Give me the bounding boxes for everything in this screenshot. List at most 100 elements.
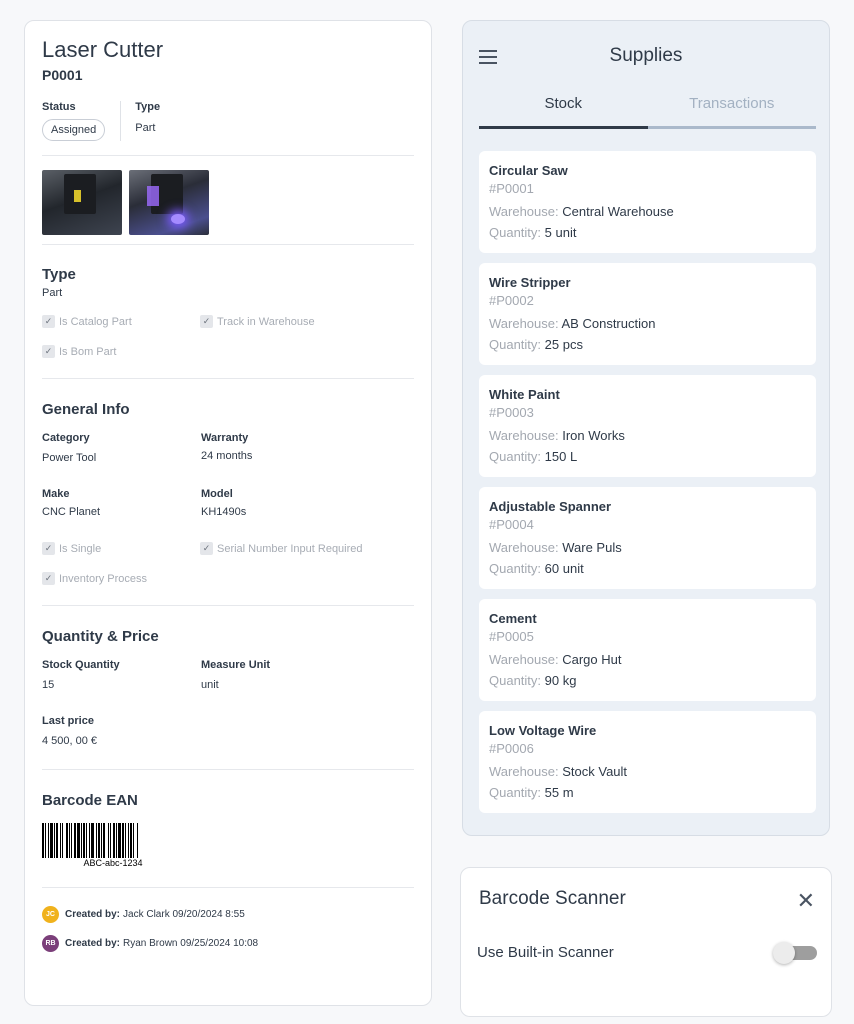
dialog-title: Barcode Scanner: [479, 888, 626, 909]
item-warehouse: Cargo Hut: [562, 652, 622, 667]
check-icon: ✓: [200, 315, 213, 328]
barcode-bar: [91, 823, 94, 858]
barcode-bar: [113, 823, 115, 858]
avatar: RB: [42, 935, 59, 952]
item-warehouse: Ware Puls: [562, 540, 622, 555]
check-icon: ✓: [42, 542, 55, 555]
barcode-bar: [66, 823, 68, 858]
barcode-bar: [137, 823, 138, 858]
barcode-bar: [63, 823, 66, 858]
barcode-bar: [60, 823, 61, 858]
field-value: CNC Planet: [42, 506, 101, 518]
barcode-bar: [81, 823, 82, 858]
checkbox-is-catalog-part[interactable]: ✓ Is Catalog Part: [42, 315, 200, 328]
item-warehouse: AB Construction: [561, 316, 656, 331]
built-in-scanner-toggle[interactable]: [773, 942, 817, 964]
barcode-bar: [86, 823, 87, 858]
barcode-bar: [82, 823, 83, 858]
type-label: Type: [135, 101, 161, 113]
barcode-bar: [110, 823, 111, 858]
field-label: Make: [42, 488, 70, 500]
part-image-thumbnail[interactable]: [42, 170, 122, 235]
part-image-thumbnail[interactable]: [129, 170, 209, 235]
scanner-option-label: Use Built-in Scanner: [477, 944, 614, 961]
barcode-bar: [85, 823, 86, 858]
check-icon: ✓: [42, 315, 55, 328]
barcode-bar: [89, 823, 90, 858]
checkbox-track-in-warehouse[interactable]: ✓ Track in Warehouse: [200, 315, 358, 328]
barcode-bar: [132, 823, 133, 858]
stock-item[interactable]: White Paint #P0003 Warehouse: Iron Works…: [479, 375, 816, 477]
close-icon[interactable]: ✕: [796, 888, 815, 913]
barcode-bar: [128, 823, 129, 858]
barcode-bar: [62, 823, 63, 858]
item-quantity: 150 L: [544, 449, 578, 464]
barcode-bar: [83, 823, 85, 858]
barcode-bar: [87, 823, 89, 858]
check-icon: ✓: [42, 572, 55, 585]
barcode-bar: [55, 823, 56, 858]
item-quantity: 5 unit: [544, 225, 577, 240]
barcode-bar: [45, 823, 46, 858]
field-value: 4 500, 00 €: [42, 735, 98, 747]
checkbox-serial-number-required[interactable]: ✓ Serial Number Input Required: [200, 542, 400, 555]
barcode-bar: [48, 823, 49, 858]
tab-stock[interactable]: Stock: [479, 95, 648, 129]
checkbox-is-bom-part[interactable]: ✓ Is Bom Part: [42, 345, 200, 358]
item-warehouse: Stock Vault: [562, 764, 628, 779]
tab-transactions[interactable]: Transactions: [647, 95, 816, 129]
barcode-bar: [125, 823, 126, 858]
item-code: #P0004: [489, 517, 534, 532]
barcode-bar: [122, 823, 124, 858]
checkbox-is-single[interactable]: ✓ Is Single: [42, 542, 200, 555]
stock-item[interactable]: Low Voltage Wire #P0006 Warehouse: Stock…: [479, 711, 816, 813]
item-warehouse: Central Warehouse: [562, 204, 674, 219]
stock-item[interactable]: Wire Stripper #P0002 Warehouse: AB Const…: [479, 263, 816, 365]
barcode-bar: [96, 823, 97, 858]
barcode-bar: [76, 823, 77, 858]
check-icon: ✓: [42, 345, 55, 358]
barcode-bar: [68, 823, 69, 858]
field-label: Measure Unit: [201, 659, 271, 671]
stock-item[interactable]: Adjustable Spanner #P0004 Warehouse: War…: [479, 487, 816, 589]
field-value: 24 months: [201, 450, 253, 462]
panel-title: Supplies: [609, 45, 683, 66]
barcode-bar: [126, 823, 128, 858]
item-quantity: 55 m: [544, 785, 574, 800]
barcode-bar: [80, 823, 81, 858]
barcode-bar: [102, 823, 103, 858]
warehouse-label: Warehouse:: [489, 540, 559, 555]
barcode-bar: [72, 823, 74, 858]
item-code: #P0005: [489, 629, 534, 644]
type-value: Part: [135, 122, 156, 134]
field-label: Model: [201, 488, 233, 500]
barcode-bar: [105, 823, 108, 858]
quantity-label: Quantity:: [489, 337, 542, 352]
barcode-bar: [134, 823, 137, 858]
quantity-label: Quantity:: [489, 785, 542, 800]
warehouse-label: Warehouse:: [489, 204, 559, 219]
stock-item[interactable]: Cement #P0005 Warehouse: Cargo Hut Quant…: [479, 599, 816, 701]
part-detail-card: Laser Cutter P0001 Status Assigned Type …: [24, 20, 432, 1006]
field-value: Power Tool: [42, 452, 97, 464]
barcode-bar: [54, 823, 55, 858]
checkbox-inventory-process[interactable]: ✓ Inventory Process: [42, 572, 200, 585]
barcode-bar: [121, 823, 122, 858]
barcode-bar: [101, 823, 102, 858]
field-label: Category: [42, 432, 90, 444]
barcode-bar: [53, 823, 54, 858]
barcode-bar: [56, 823, 58, 858]
stock-list: Circular Saw #P0001 Warehouse: Central W…: [479, 151, 816, 823]
section-title-quantity-price: Quantity & Price: [42, 628, 159, 645]
menu-icon[interactable]: [479, 50, 497, 68]
barcode-bar: [133, 823, 134, 858]
barcode-bar: [49, 823, 50, 858]
warehouse-label: Warehouse:: [489, 428, 559, 443]
stock-item[interactable]: Circular Saw #P0001 Warehouse: Central W…: [479, 151, 816, 253]
section-title-barcode: Barcode EAN: [42, 792, 138, 809]
field-value: 15: [42, 679, 55, 691]
quantity-label: Quantity:: [489, 449, 542, 464]
barcode-bar: [109, 823, 110, 858]
barcode-bar: [108, 823, 109, 858]
barcode-bar: [115, 823, 116, 858]
